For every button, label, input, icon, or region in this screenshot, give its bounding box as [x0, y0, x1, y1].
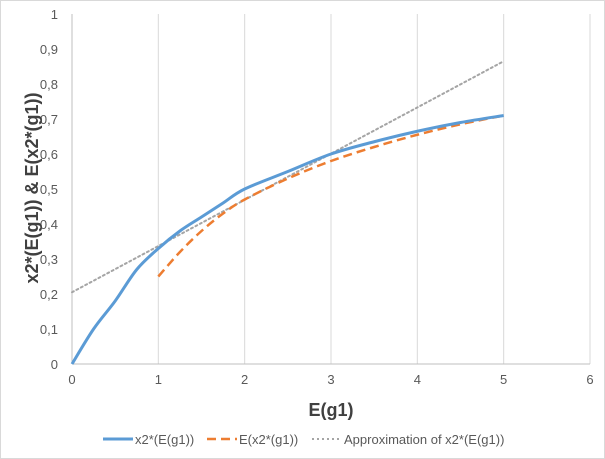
y-tick-labels: 0 0,1 0,2 0,3 0,4 0,5 0,6 0,7 0,8 0,9 1 [40, 7, 58, 372]
y-tick-label: 0 [51, 357, 58, 372]
y-tick-label: 0,2 [40, 287, 58, 302]
legend-label: E(x2*(g1)) [239, 432, 298, 447]
y-tick-label: 1 [51, 7, 58, 22]
x-axis-title: E(g1) [309, 400, 354, 420]
y-tick-label: 0,9 [40, 42, 58, 57]
y-tick-label: 0,1 [40, 322, 58, 337]
y-tick-label: 0,8 [40, 77, 58, 92]
series-line [70, 114, 504, 365]
y-tick-label: 0,6 [40, 147, 58, 162]
x-tick-label: 3 [327, 372, 334, 387]
x-tick-label: 6 [586, 372, 593, 387]
axes [71, 14, 590, 365]
x-tick-label: 1 [155, 372, 162, 387]
x-tick-label: 5 [500, 372, 507, 387]
series-lines [70, 60, 505, 365]
series-line [157, 114, 504, 278]
x-tick-label: 2 [241, 372, 248, 387]
y-axis-title: x2*(E(g1)) & E(x2*(g1)) [22, 92, 42, 283]
y-tick-label: 0,4 [40, 217, 58, 232]
x-tick-labels: 0 1 2 3 4 5 6 [68, 372, 593, 387]
x-tick-label: 4 [414, 372, 421, 387]
gridlines [157, 14, 591, 364]
y-tick-label: 0,7 [40, 112, 58, 127]
series-line [71, 60, 505, 294]
legend-label: x2*(E(g1)) [135, 432, 194, 447]
legend: x2*(E(g1)) E(x2*(g1)) Approximation of x2*… [103, 432, 504, 447]
legend-label: Approximation of x2*(E(g1)) [344, 432, 504, 447]
y-tick-label: 0,3 [40, 252, 58, 267]
x-tick-label: 0 [68, 372, 75, 387]
y-tick-label: 0,5 [40, 182, 58, 197]
